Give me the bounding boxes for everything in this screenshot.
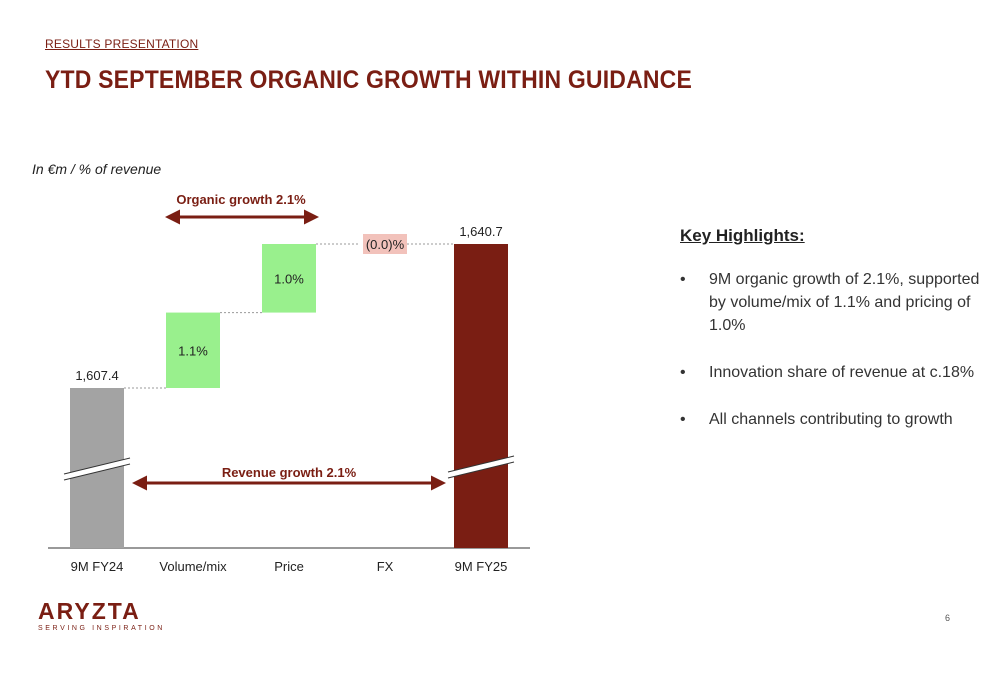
unit-note: In €m / % of revenue: [32, 161, 162, 177]
axis-break-end-line-bottom: [447, 461, 515, 479]
page-number: 6: [945, 613, 951, 623]
waterfall-chart: 1,607.4 1.1% 1.0% (0.0)% 1,640.7 Organic grow…: [48, 192, 530, 574]
logo-wordmark: ARYZTA: [38, 598, 141, 624]
bullet-icon: •: [680, 271, 686, 288]
x-tick-label: FX: [377, 559, 394, 574]
logo-tagline: SERVING INSPIRATION: [38, 625, 165, 632]
bar-price: [262, 244, 316, 313]
organic-growth-label: Organic growth 2.1%: [176, 192, 306, 207]
highlight-item: • All channels contributing to growth: [680, 408, 990, 431]
data-label-end: 1,640.7: [459, 224, 502, 239]
data-label-step: 1.0%: [274, 271, 304, 286]
revenue-growth-label: Revenue growth 2.1%: [222, 465, 357, 480]
key-highlights-panel: Key Highlights: • 9M organic growth of 2…: [680, 226, 990, 455]
bullet-icon: •: [680, 411, 686, 428]
bullet-icon: •: [680, 364, 686, 381]
company-logo: ARYZTA SERVING INSPIRATION: [38, 598, 165, 632]
x-tick-label: 9M FY25: [455, 559, 508, 574]
highlight-text: 9M organic growth of 2.1%, supported by …: [709, 271, 980, 334]
data-label-step: 1.1%: [178, 343, 208, 358]
axis-break-start-line-bottom: [63, 463, 131, 481]
section-label: RESULTS PRESENTATION: [45, 37, 199, 51]
x-tick-label: Price: [274, 559, 304, 574]
highlight-item: • Innovation share of revenue at c.18%: [680, 361, 990, 384]
axis-break-end-line-top: [447, 455, 515, 473]
bar-volume-mix: [166, 312, 220, 388]
data-label-start: 1,607.4: [75, 368, 118, 383]
axis-break-end-gap: [448, 456, 514, 478]
x-tick-label: Volume/mix: [159, 559, 227, 574]
highlight-text: Innovation share of revenue at c.18%: [709, 364, 975, 381]
data-label-step: (0.0)%: [366, 237, 405, 252]
highlights-title: Key Highlights:: [680, 226, 805, 245]
bar-9m-fy25: [454, 244, 508, 548]
page-title: YTD SEPTEMBER ORGANIC GROWTH WITHIN GUID…: [45, 66, 692, 94]
highlight-item: • 9M organic growth of 2.1%, supported b…: [680, 268, 990, 337]
x-tick-label: 9M FY24: [71, 559, 124, 574]
highlight-text: All channels contributing to growth: [709, 411, 953, 428]
axis-break-start-line-top: [63, 457, 131, 475]
axis-break-start-gap: [64, 458, 130, 480]
bar-fx: [363, 234, 407, 254]
